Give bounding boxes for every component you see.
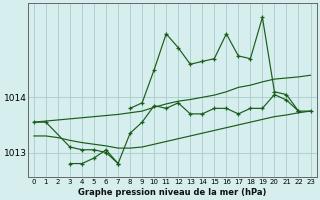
X-axis label: Graphe pression niveau de la mer (hPa): Graphe pression niveau de la mer (hPa)	[78, 188, 266, 197]
